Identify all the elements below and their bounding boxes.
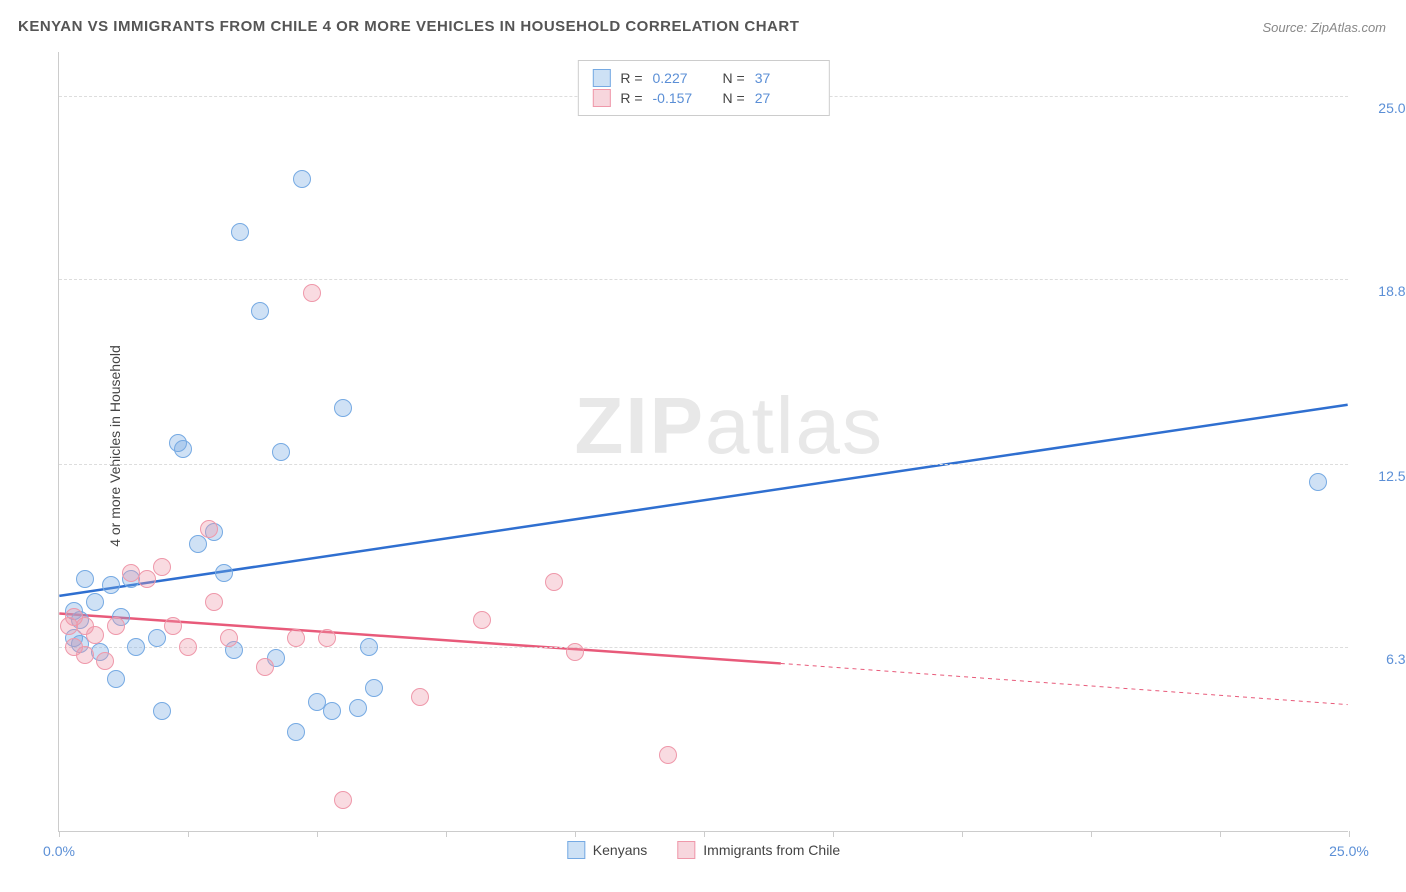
scatter-point [545, 573, 563, 591]
scatter-point [360, 638, 378, 656]
legend-correlation-row: R = -0.157 N = 27 [592, 89, 814, 107]
scatter-point [138, 570, 156, 588]
scatter-point [96, 652, 114, 670]
scatter-point [76, 570, 94, 588]
gridline [59, 464, 1348, 465]
scatter-point [411, 688, 429, 706]
trend-lines [59, 52, 1348, 831]
scatter-point [251, 302, 269, 320]
scatter-point [148, 629, 166, 647]
scatter-point [272, 443, 290, 461]
x-tick [1091, 831, 1092, 837]
gridline [59, 647, 1348, 648]
scatter-point [323, 702, 341, 720]
scatter-point [164, 617, 182, 635]
legend-n-label: N = [723, 90, 745, 106]
scatter-point [231, 223, 249, 241]
scatter-point [659, 746, 677, 764]
scatter-point [287, 723, 305, 741]
x-tick [1349, 831, 1350, 837]
y-tick-label: 25.0% [1358, 100, 1406, 116]
scatter-point [179, 638, 197, 656]
scatter-point [86, 626, 104, 644]
legend-correlation: R = 0.227 N = 37 R = -0.157 N = 27 [577, 60, 829, 116]
y-tick-label: 12.5% [1358, 468, 1406, 484]
legend-swatch [567, 841, 585, 859]
scatter-point [205, 593, 223, 611]
x-tick [59, 831, 60, 837]
legend-series-label: Immigrants from Chile [703, 842, 840, 858]
scatter-point [473, 611, 491, 629]
chart-title: KENYAN VS IMMIGRANTS FROM CHILE 4 OR MOR… [18, 18, 799, 35]
x-tick-label: 0.0% [43, 843, 75, 859]
x-tick [1220, 831, 1221, 837]
scatter-point [287, 629, 305, 647]
legend-series-item: Kenyans [567, 841, 647, 859]
x-tick [575, 831, 576, 837]
scatter-point [365, 679, 383, 697]
y-tick-label: 18.8% [1358, 283, 1406, 299]
x-tick-label: 25.0% [1329, 843, 1369, 859]
legend-series-item: Immigrants from Chile [677, 841, 840, 859]
x-tick [704, 831, 705, 837]
scatter-point [153, 558, 171, 576]
legend-correlation-row: R = 0.227 N = 37 [592, 69, 814, 87]
x-tick [188, 831, 189, 837]
legend-swatch [592, 89, 610, 107]
scatter-point [318, 629, 336, 647]
scatter-point [86, 593, 104, 611]
scatter-point [153, 702, 171, 720]
x-tick [833, 831, 834, 837]
scatter-point [107, 617, 125, 635]
scatter-point [566, 643, 584, 661]
legend-n-value: 37 [755, 70, 815, 86]
scatter-point [200, 520, 218, 538]
source-label: Source: ZipAtlas.com [1262, 20, 1386, 35]
scatter-point [293, 170, 311, 188]
scatter-point [334, 791, 352, 809]
scatter-point [107, 670, 125, 688]
x-tick [446, 831, 447, 837]
scatter-point [334, 399, 352, 417]
scatter-point [127, 638, 145, 656]
plot-area: ZIPatlas R = 0.227 N = 37 R = -0.157 N =… [58, 52, 1348, 832]
scatter-point [215, 564, 233, 582]
legend-swatch [592, 69, 610, 87]
scatter-point [220, 629, 238, 647]
legend-swatch [677, 841, 695, 859]
legend-series-label: Kenyans [593, 842, 647, 858]
x-tick [317, 831, 318, 837]
scatter-point [303, 284, 321, 302]
legend-r-label: R = [620, 90, 642, 106]
scatter-point [1309, 473, 1327, 491]
legend-n-label: N = [723, 70, 745, 86]
watermark: ZIPatlas [575, 380, 884, 472]
legend-n-value: 27 [755, 90, 815, 106]
x-tick [962, 831, 963, 837]
legend-r-value: -0.157 [653, 90, 713, 106]
scatter-point [349, 699, 367, 717]
legend-r-value: 0.227 [653, 70, 713, 86]
scatter-point [76, 646, 94, 664]
scatter-point [256, 658, 274, 676]
chart-container: KENYAN VS IMMIGRANTS FROM CHILE 4 OR MOR… [0, 0, 1406, 892]
scatter-point [174, 440, 192, 458]
legend-series: Kenyans Immigrants from Chile [567, 841, 840, 859]
y-tick-label: 6.3% [1358, 651, 1406, 667]
gridline [59, 279, 1348, 280]
legend-r-label: R = [620, 70, 642, 86]
scatter-point [102, 576, 120, 594]
